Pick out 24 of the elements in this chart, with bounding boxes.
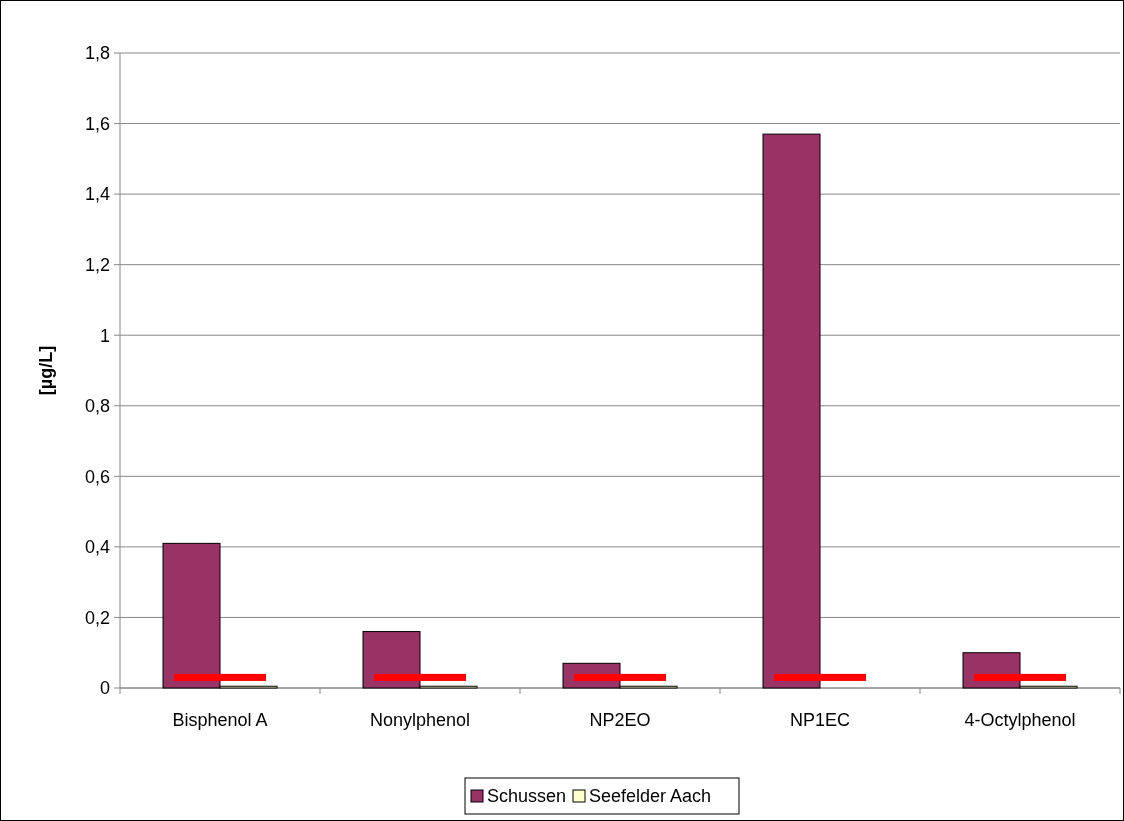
legend-label: Seefelder Aach <box>589 786 712 807</box>
y-tick-label: 1,8 <box>84 43 110 64</box>
x-tick-label: Bisphenol A <box>172 710 268 730</box>
x-tick-label: NP1EC <box>789 710 851 730</box>
bar <box>374 673 466 681</box>
bar <box>762 133 821 689</box>
bar <box>774 673 866 681</box>
bar <box>974 673 1066 681</box>
y-axis-title: [µg/L] <box>36 345 56 396</box>
x-tick-label: Nonylphenol <box>369 710 471 730</box>
y-tick-label: 1,4 <box>84 184 110 205</box>
bar <box>574 673 666 681</box>
bar <box>174 673 266 681</box>
y-tick-label: 1,6 <box>84 113 110 134</box>
y-tick-label: 0,2 <box>84 607 110 628</box>
y-tick-label: 0,4 <box>84 537 110 558</box>
y-tick-label: 1,2 <box>84 254 110 275</box>
y-tick-label: 0,8 <box>84 396 110 417</box>
y-tick-label: 0,6 <box>84 466 110 487</box>
x-tick-label: NP2EO <box>589 710 651 730</box>
x-tick-label: 4-Octylphenol <box>964 710 1076 730</box>
legend-label: Schussen <box>487 786 567 807</box>
y-tick-label: 0 <box>99 678 110 699</box>
y-tick-label: 1 <box>99 325 110 346</box>
